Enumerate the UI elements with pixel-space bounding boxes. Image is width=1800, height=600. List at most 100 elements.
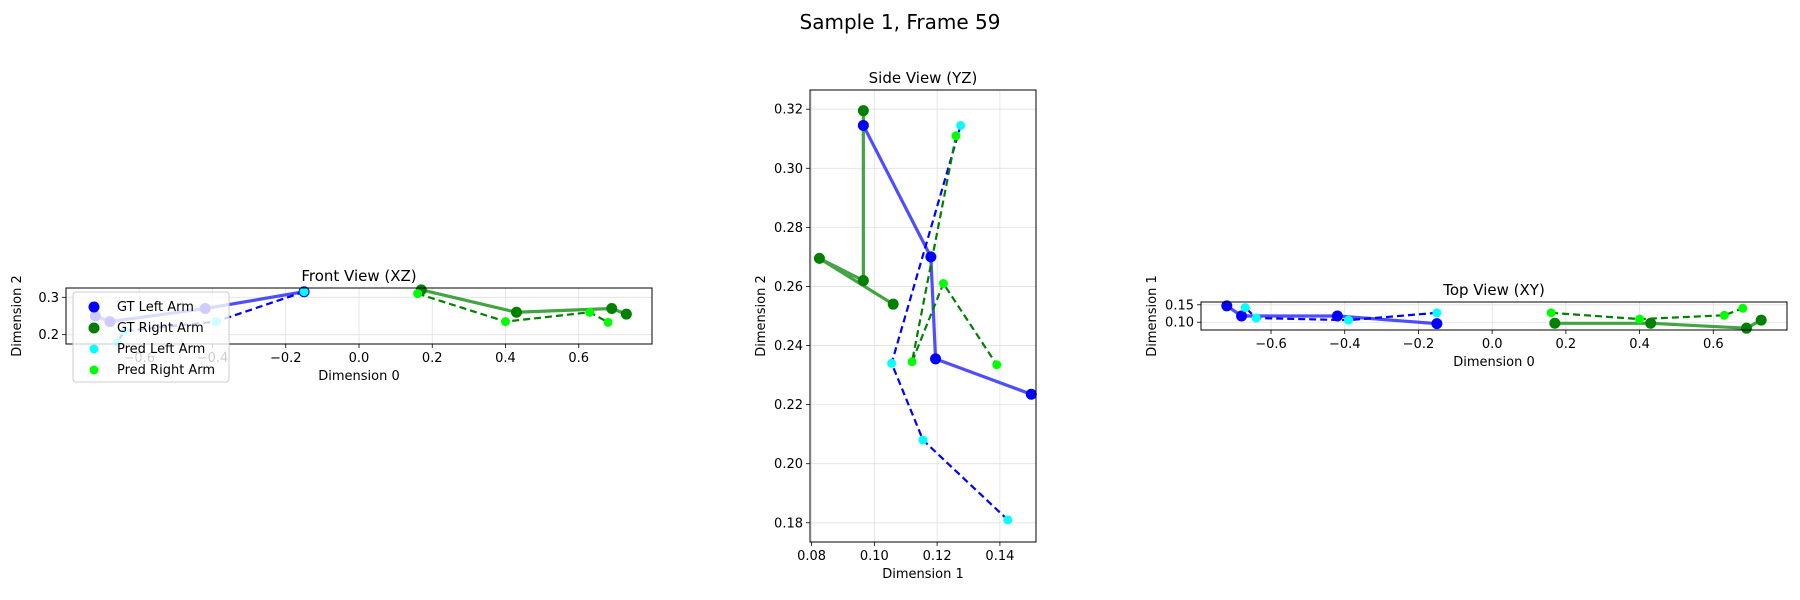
legend-marker-pred-left bbox=[89, 344, 99, 354]
legend-item-pred-left: Pred Left Arm bbox=[89, 342, 205, 357]
front-view-ytick-label: 0.2 bbox=[38, 328, 59, 343]
top-view-xtick-label: 0.2 bbox=[1556, 337, 1577, 352]
side-view-gt-right-arm-line bbox=[817, 110, 895, 306]
side-view-ytick-label: 0.30 bbox=[774, 162, 803, 177]
top-view-gt-right-arm-line bbox=[1554, 318, 1762, 330]
top-view-title: Top View (XY) bbox=[1442, 281, 1545, 299]
top-view-frame bbox=[1200, 301, 1788, 331]
side-view-ytick-label: 0.26 bbox=[774, 280, 803, 295]
side-view-xtick-label: 0.10 bbox=[860, 549, 889, 564]
side-view-ylabel: Dimension 2 bbox=[754, 275, 769, 357]
top-view-xtick-label: 0.6 bbox=[1703, 337, 1724, 352]
top-view-gt-right-arm-point bbox=[1645, 317, 1657, 329]
top-view-gt-right-arm-point bbox=[1755, 314, 1767, 326]
front-view-gt-right-arm-point bbox=[620, 308, 632, 320]
side-view-pred-left-arm-point bbox=[956, 120, 966, 130]
side-view-pred-right-arm-point bbox=[992, 360, 1002, 370]
front-view-xtick-label: 0.6 bbox=[568, 351, 589, 366]
front-view-xtick-label: 0.0 bbox=[349, 351, 370, 366]
side-view-axes: 0.08 0.10 0.12 0.14 0.18 0.20 0.22 0.24 0.26 0.28… bbox=[754, 69, 1037, 582]
side-view-gt-right-arm-point bbox=[813, 252, 825, 264]
side-view-title: Side View (YZ) bbox=[869, 69, 978, 87]
legend: GT Left Arm GT Right Arm Pred Left Arm P… bbox=[72, 291, 230, 383]
legend-marker-gt-right bbox=[88, 322, 100, 334]
side-view-gt-left-arm-point bbox=[930, 353, 942, 365]
top-view-pred-right-arm-point bbox=[1546, 308, 1556, 318]
top-view-pred-right-arm-line bbox=[1551, 307, 1744, 321]
side-view-xtick-label: 0.08 bbox=[797, 549, 826, 564]
legend-label-pred-left: Pred Left Arm bbox=[117, 342, 205, 357]
top-view-ylabel: Dimension 1 bbox=[1145, 275, 1160, 357]
side-view-ytick-label: 0.28 bbox=[774, 221, 803, 236]
legend-label-gt-right: GT Right Arm bbox=[117, 321, 204, 336]
legend-item-gt-left: GT Left Arm bbox=[88, 300, 194, 315]
side-view-xtick-label: 0.14 bbox=[985, 549, 1014, 564]
side-view-xlabel: Dimension 1 bbox=[882, 567, 964, 582]
front-view-pred-right-arm-point bbox=[585, 307, 595, 317]
front-view-title: Front View (XZ) bbox=[301, 267, 416, 285]
side-view-gt-right-arm-point bbox=[857, 105, 869, 117]
top-view-xtick-label: 0.4 bbox=[1629, 337, 1650, 352]
front-view-gt-right-arm-point bbox=[510, 306, 522, 318]
top-view-gt-left-arm-line bbox=[1225, 304, 1437, 326]
front-view-ylabel: Dimension 2 bbox=[10, 275, 25, 357]
side-view-gt-right-arm-point bbox=[857, 275, 869, 287]
top-view-xtick-label: −0.6 bbox=[1255, 337, 1287, 352]
side-view-pred-left-arm-point bbox=[887, 358, 897, 368]
front-view-pred-right-arm-point bbox=[413, 289, 423, 299]
side-view-pred-right-arm-line bbox=[910, 135, 998, 366]
top-view-axes: −0.6 −0.4 −0.2 0.0 0.2 0.4 0.6 0.10 0.15 Top Vie… bbox=[1145, 275, 1788, 370]
top-view-pred-right-arm-point bbox=[1635, 314, 1645, 324]
side-view-pred-left-arm-point bbox=[918, 435, 928, 445]
side-view-frame bbox=[809, 89, 1037, 543]
side-view-ytick-label: 0.22 bbox=[774, 398, 803, 413]
top-view-xlabel: Dimension 0 bbox=[1453, 355, 1535, 370]
front-view-pred-right-arm-point bbox=[603, 317, 613, 327]
legend-marker-pred-right bbox=[89, 365, 99, 375]
legend-item-pred-right: Pred Right Arm bbox=[89, 363, 215, 378]
top-view-xtick-label: 0.0 bbox=[1482, 337, 1503, 352]
front-view-pred-right-arm-point bbox=[501, 317, 510, 327]
top-view-pred-right-arm-point bbox=[1719, 310, 1729, 320]
side-view-ytick-label: 0.20 bbox=[774, 457, 803, 472]
side-view-pred-right-arm-point bbox=[951, 131, 961, 141]
legend-item-gt-right: GT Right Arm bbox=[88, 321, 204, 336]
side-view-gt-left-arm-point bbox=[925, 251, 937, 263]
front-view-xtick-label: −0.2 bbox=[270, 351, 302, 366]
side-view-pred-left-arm-point bbox=[1003, 515, 1013, 525]
top-view-gt-left-arm-point bbox=[1331, 310, 1343, 322]
figure-title: Sample 1, Frame 59 bbox=[800, 10, 1001, 34]
side-view-ytick-label: 0.24 bbox=[774, 339, 803, 354]
front-view-xtick-label: 0.2 bbox=[422, 351, 443, 366]
side-view-pred-right-arm-point bbox=[907, 357, 917, 367]
side-view-xtick-label: 0.12 bbox=[923, 549, 952, 564]
top-view-pred-left-arm-point bbox=[1432, 308, 1442, 318]
legend-marker-gt-left bbox=[88, 301, 100, 313]
front-view-pred-left-arm-point bbox=[299, 287, 309, 297]
front-view-xtick-label: 0.4 bbox=[495, 351, 516, 366]
top-view-gt-left-arm-point bbox=[1221, 300, 1233, 312]
front-view-ytick-label: 0.3 bbox=[38, 291, 59, 306]
side-view-gt-left-arm-point bbox=[857, 119, 869, 131]
top-view-pred-left-arm-point bbox=[1343, 315, 1353, 325]
top-view-pred-left-arm-line bbox=[1244, 306, 1437, 322]
top-view-gt-left-arm-point bbox=[1431, 318, 1443, 330]
top-view-pred-right-arm-point bbox=[1738, 303, 1748, 313]
side-view-pred-right-arm-point bbox=[938, 279, 948, 289]
legend-label-gt-left: GT Left Arm bbox=[117, 300, 194, 315]
side-view-gt-right-arm-point bbox=[887, 298, 899, 310]
side-view-pred-left-arm-line bbox=[890, 125, 1009, 521]
front-view-gt-right-arm-line bbox=[420, 288, 627, 316]
front-view-xlabel: Dimension 0 bbox=[318, 369, 400, 384]
top-view-ytick-label: 0.15 bbox=[1165, 298, 1194, 313]
legend-box bbox=[72, 291, 230, 383]
side-view-ytick-label: 0.18 bbox=[774, 516, 803, 531]
legend-label-pred-right: Pred Right Arm bbox=[117, 363, 215, 378]
front-view-gt-right-arm-point bbox=[606, 303, 618, 315]
top-view-pred-left-arm-point bbox=[1251, 313, 1261, 323]
top-view-gt-left-arm-point bbox=[1236, 310, 1248, 322]
top-view-gt-right-arm-point bbox=[1740, 322, 1752, 334]
top-view-xtick-label: −0.4 bbox=[1329, 337, 1361, 352]
